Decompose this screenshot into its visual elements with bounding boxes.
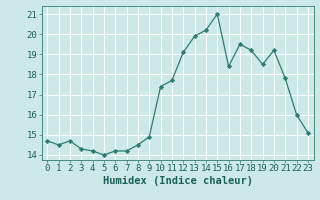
X-axis label: Humidex (Indice chaleur): Humidex (Indice chaleur) [103, 176, 252, 186]
